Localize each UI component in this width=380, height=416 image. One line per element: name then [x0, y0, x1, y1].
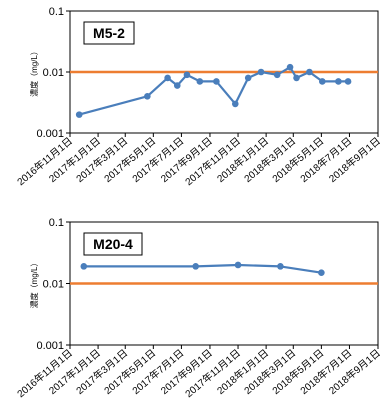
- data-point: [144, 92, 151, 100]
- data-point: [257, 68, 265, 76]
- data-point: [286, 63, 294, 71]
- data-point: [183, 71, 191, 79]
- data-point: [293, 74, 300, 82]
- data-point: [318, 78, 326, 85]
- data-point: [318, 269, 325, 276]
- data-point: [213, 78, 220, 85]
- data-point: [164, 74, 171, 82]
- y-tick-label: 0.01: [43, 279, 64, 291]
- y-axis-label: 濃度（mg/L）: [29, 47, 39, 97]
- data-point: [173, 82, 181, 89]
- y-tick-label: 0.001: [36, 128, 64, 140]
- chart-title-box: [83, 232, 143, 256]
- y-axis-label: 濃度（mg/L）: [29, 259, 39, 309]
- data-point: [273, 71, 281, 79]
- chart-title: M20-4: [93, 236, 133, 252]
- y-tick-label: 0.001: [36, 340, 64, 352]
- data-point: [344, 78, 352, 85]
- data-point: [192, 263, 199, 270]
- data-point: [196, 78, 204, 85]
- y-tick-label: 0.01: [43, 67, 64, 79]
- data-point: [335, 78, 342, 85]
- data-point: [244, 74, 252, 82]
- y-tick-label: 0.1: [49, 6, 64, 18]
- data-point: [75, 111, 83, 118]
- data-point: [231, 100, 239, 108]
- data-point: [277, 263, 284, 270]
- data-point: [306, 68, 313, 76]
- series-line: [83, 263, 322, 274]
- chart-title: M5-2: [93, 25, 125, 41]
- data-point: [80, 263, 88, 270]
- chart-title-box: [83, 21, 135, 45]
- data-point: [234, 261, 242, 269]
- y-tick-label: 0.1: [49, 217, 64, 229]
